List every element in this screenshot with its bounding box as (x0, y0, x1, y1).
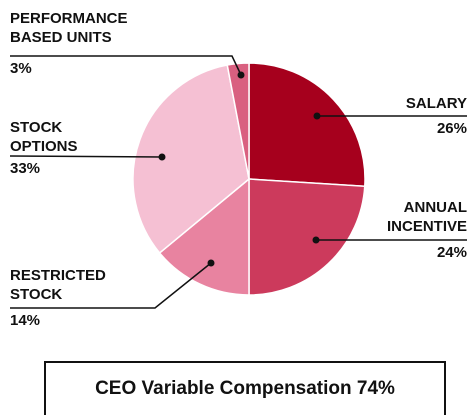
leader-dot (237, 71, 245, 79)
leader-dot (207, 259, 215, 267)
leader-dot (313, 112, 321, 120)
leader-dot (158, 153, 166, 161)
leader-dot (312, 236, 320, 244)
pie-slice (248, 62, 366, 188)
slice-label: SALARY (405, 95, 467, 112)
slice-label: PERFORMANCE BASED UNITS (10, 10, 128, 46)
leader-line (10, 55, 242, 76)
slice-value-label: 26% (436, 120, 467, 137)
slice-label: RESTRICTED STOCK (10, 267, 106, 303)
slice-value-label: 24% (436, 244, 467, 261)
pie-slice (132, 64, 250, 254)
slice-value-label: 33% (10, 160, 41, 177)
slice-value-label: 14% (10, 312, 41, 329)
leader-line (9, 155, 163, 158)
pie-slice (158, 177, 250, 296)
pie-slice (248, 178, 366, 296)
leader-line (10, 262, 212, 309)
slice-label: ANNUAL INCENTIVE (386, 199, 467, 235)
chart-title: CEO Variable Compensation 74% (44, 361, 446, 415)
slice-value-label: 3% (10, 60, 32, 77)
slice-label: STOCK OPTIONS (10, 119, 78, 155)
pie-slice (226, 62, 250, 180)
